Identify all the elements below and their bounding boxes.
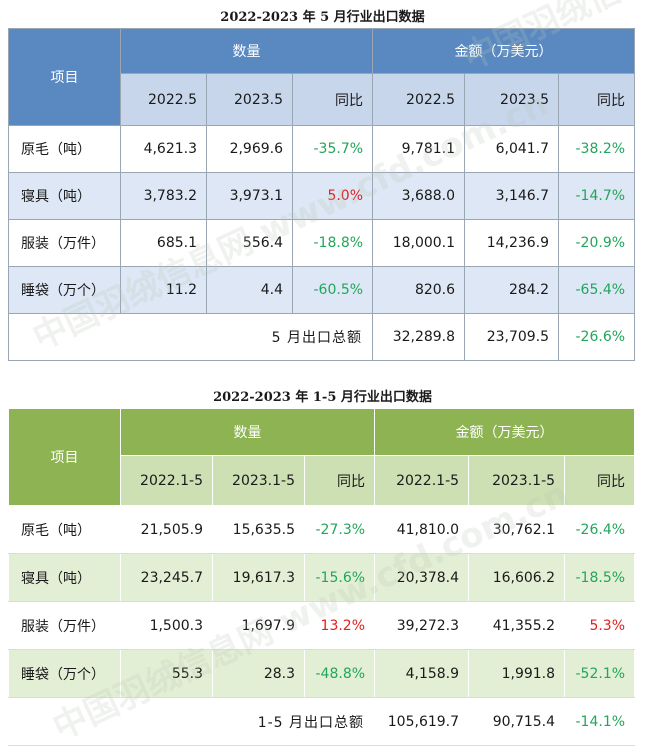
item-header: 项目 (8, 408, 121, 506)
cell: 41,355.2 (468, 601, 566, 650)
cell: 41,810.0 (374, 505, 470, 554)
table-row: 原毛（吨） 4,621.3 2,969.6 -35.7% 9,781.1 6,0… (8, 125, 636, 173)
cell: 2,969.6 (206, 125, 293, 173)
cell-yoy: -65.4% (558, 266, 636, 314)
table-row: 寝具（吨） 23,245.7 19,617.3 -15.6% 20,378.4 … (8, 553, 636, 602)
table-row: 睡袋（万个） 55.3 28.3 -48.8% 4,158.9 1,991.8 … (8, 649, 636, 698)
cell: 3,973.1 (206, 172, 293, 220)
sub-header: 2022.1-5 (120, 455, 213, 506)
total-label: 5 月出口总额 (7, 313, 374, 361)
cell-yoy: -35.7% (291, 125, 374, 173)
row-label: 原毛（吨） (8, 125, 121, 173)
table-row: 原毛（吨） 21,505.9 15,635.5 -27.3% 41,810.0 … (8, 505, 636, 554)
cell-yoy: -60.5% (291, 266, 374, 314)
total-row: 5 月出口总额 32,289.8 23,709.5 -26.6% (7, 313, 636, 361)
may-export-table: 项目 数量 金额（万美元） 2022.5 2023.5 同比 2022.5 20… (7, 28, 636, 361)
table-row: 服装（万件） 1,500.3 1,697.9 13.2% 39,272.3 41… (8, 601, 636, 650)
sub-header: 同比 (291, 73, 374, 126)
cell: 21,505.9 (120, 505, 213, 554)
cell: 820.6 (372, 266, 466, 314)
cell-yoy: -20.9% (558, 219, 636, 267)
row-label: 寝具（吨） (8, 553, 121, 602)
cell-yoy: -27.3% (303, 505, 376, 554)
cell-yoy: -18.5% (564, 553, 636, 602)
row-label: 原毛（吨） (8, 505, 121, 554)
cell-yoy: -18.8% (291, 219, 374, 267)
cell: 28.3 (212, 649, 305, 698)
cell: 1,500.3 (120, 601, 213, 650)
item-header: 项目 (8, 28, 121, 126)
cell-yoy: -52.1% (564, 649, 636, 698)
cell: 15,635.5 (212, 505, 305, 554)
table1-title: 2022-2023 年 5 月行业出口数据 (220, 10, 425, 25)
cell: 18,000.1 (372, 219, 466, 267)
cell: 4.4 (206, 266, 293, 314)
cell-yoy: -38.2% (558, 125, 636, 173)
cell: 4,621.3 (120, 125, 207, 173)
cell-yoy: -26.4% (564, 505, 636, 554)
cell: 19,617.3 (212, 553, 305, 602)
cell: 3,146.7 (464, 172, 560, 220)
cell: 4,158.9 (374, 649, 470, 698)
table-row: 服装（万件） 685.1 556.4 -18.8% 18,000.1 14,23… (8, 219, 636, 267)
cell: 284.2 (464, 266, 560, 314)
table2-title: 2022-2023 年 1-5 月行业出口数据 (213, 390, 432, 405)
cell: 6,041.7 (464, 125, 560, 173)
cell: 11.2 (120, 266, 207, 314)
cell: 14,236.9 (464, 219, 560, 267)
cell: 3,688.0 (372, 172, 466, 220)
cell-yoy: -14.7% (558, 172, 636, 220)
amount-header: 金额（万美元） (374, 408, 636, 456)
cell-yoy: 5.3% (564, 601, 636, 650)
cell: 105,619.7 (374, 697, 470, 746)
cell-yoy: -15.6% (303, 553, 376, 602)
cell-yoy: 13.2% (303, 601, 376, 650)
row-label: 服装（万件） (8, 601, 121, 650)
row-label: 服装（万件） (8, 219, 121, 267)
cell: 556.4 (206, 219, 293, 267)
cell-yoy: -14.1% (564, 697, 636, 746)
cell: 23,245.7 (120, 553, 213, 602)
sub-header: 同比 (303, 455, 376, 506)
cell: 39,272.3 (374, 601, 470, 650)
cell: 55.3 (120, 649, 213, 698)
amount-header: 金额（万美元） (372, 28, 636, 74)
cell: 90,715.4 (468, 697, 566, 746)
sub-header: 2022.5 (372, 73, 466, 126)
table-row: 睡袋（万个） 11.2 4.4 -60.5% 820.6 284.2 -65.4… (8, 266, 636, 314)
cell: 3,783.2 (120, 172, 207, 220)
cell-yoy: -48.8% (303, 649, 376, 698)
quantity-header: 数量 (119, 408, 376, 456)
cell-yoy: -26.6% (558, 313, 636, 361)
total-row: 1-5 月出口总额 105,619.7 90,715.4 -14.1% (7, 697, 636, 746)
total-label: 1-5 月出口总额 (7, 697, 376, 746)
row-label: 睡袋（万个） (8, 266, 121, 314)
cell: 23,709.5 (464, 313, 560, 361)
sub-header: 同比 (564, 455, 636, 506)
cell: 685.1 (120, 219, 207, 267)
cell: 1,697.9 (212, 601, 305, 650)
sub-header: 2022.5 (120, 73, 207, 126)
cell-yoy: 5.0% (291, 172, 374, 220)
cell: 20,378.4 (374, 553, 470, 602)
sub-header: 2023.1-5 (468, 455, 566, 506)
sub-header: 同比 (558, 73, 636, 126)
table-row: 寝具（吨） 3,783.2 3,973.1 5.0% 3,688.0 3,146… (8, 172, 636, 220)
sub-header: 2022.1-5 (374, 455, 470, 506)
quantity-header: 数量 (119, 28, 374, 74)
cell: 32,289.8 (372, 313, 466, 361)
cell: 1,991.8 (468, 649, 566, 698)
row-label: 寝具（吨） (8, 172, 121, 220)
sub-header: 2023.5 (464, 73, 560, 126)
row-label: 睡袋（万个） (8, 649, 121, 698)
jan-may-export-table: 项目 数量 金额（万美元） 2022.1-5 2023.1-5 同比 2022.… (7, 408, 636, 746)
cell: 16,606.2 (468, 553, 566, 602)
sub-header: 2023.1-5 (212, 455, 305, 506)
sub-header: 2023.5 (206, 73, 293, 126)
cell: 9,781.1 (372, 125, 466, 173)
cell: 30,762.1 (468, 505, 566, 554)
